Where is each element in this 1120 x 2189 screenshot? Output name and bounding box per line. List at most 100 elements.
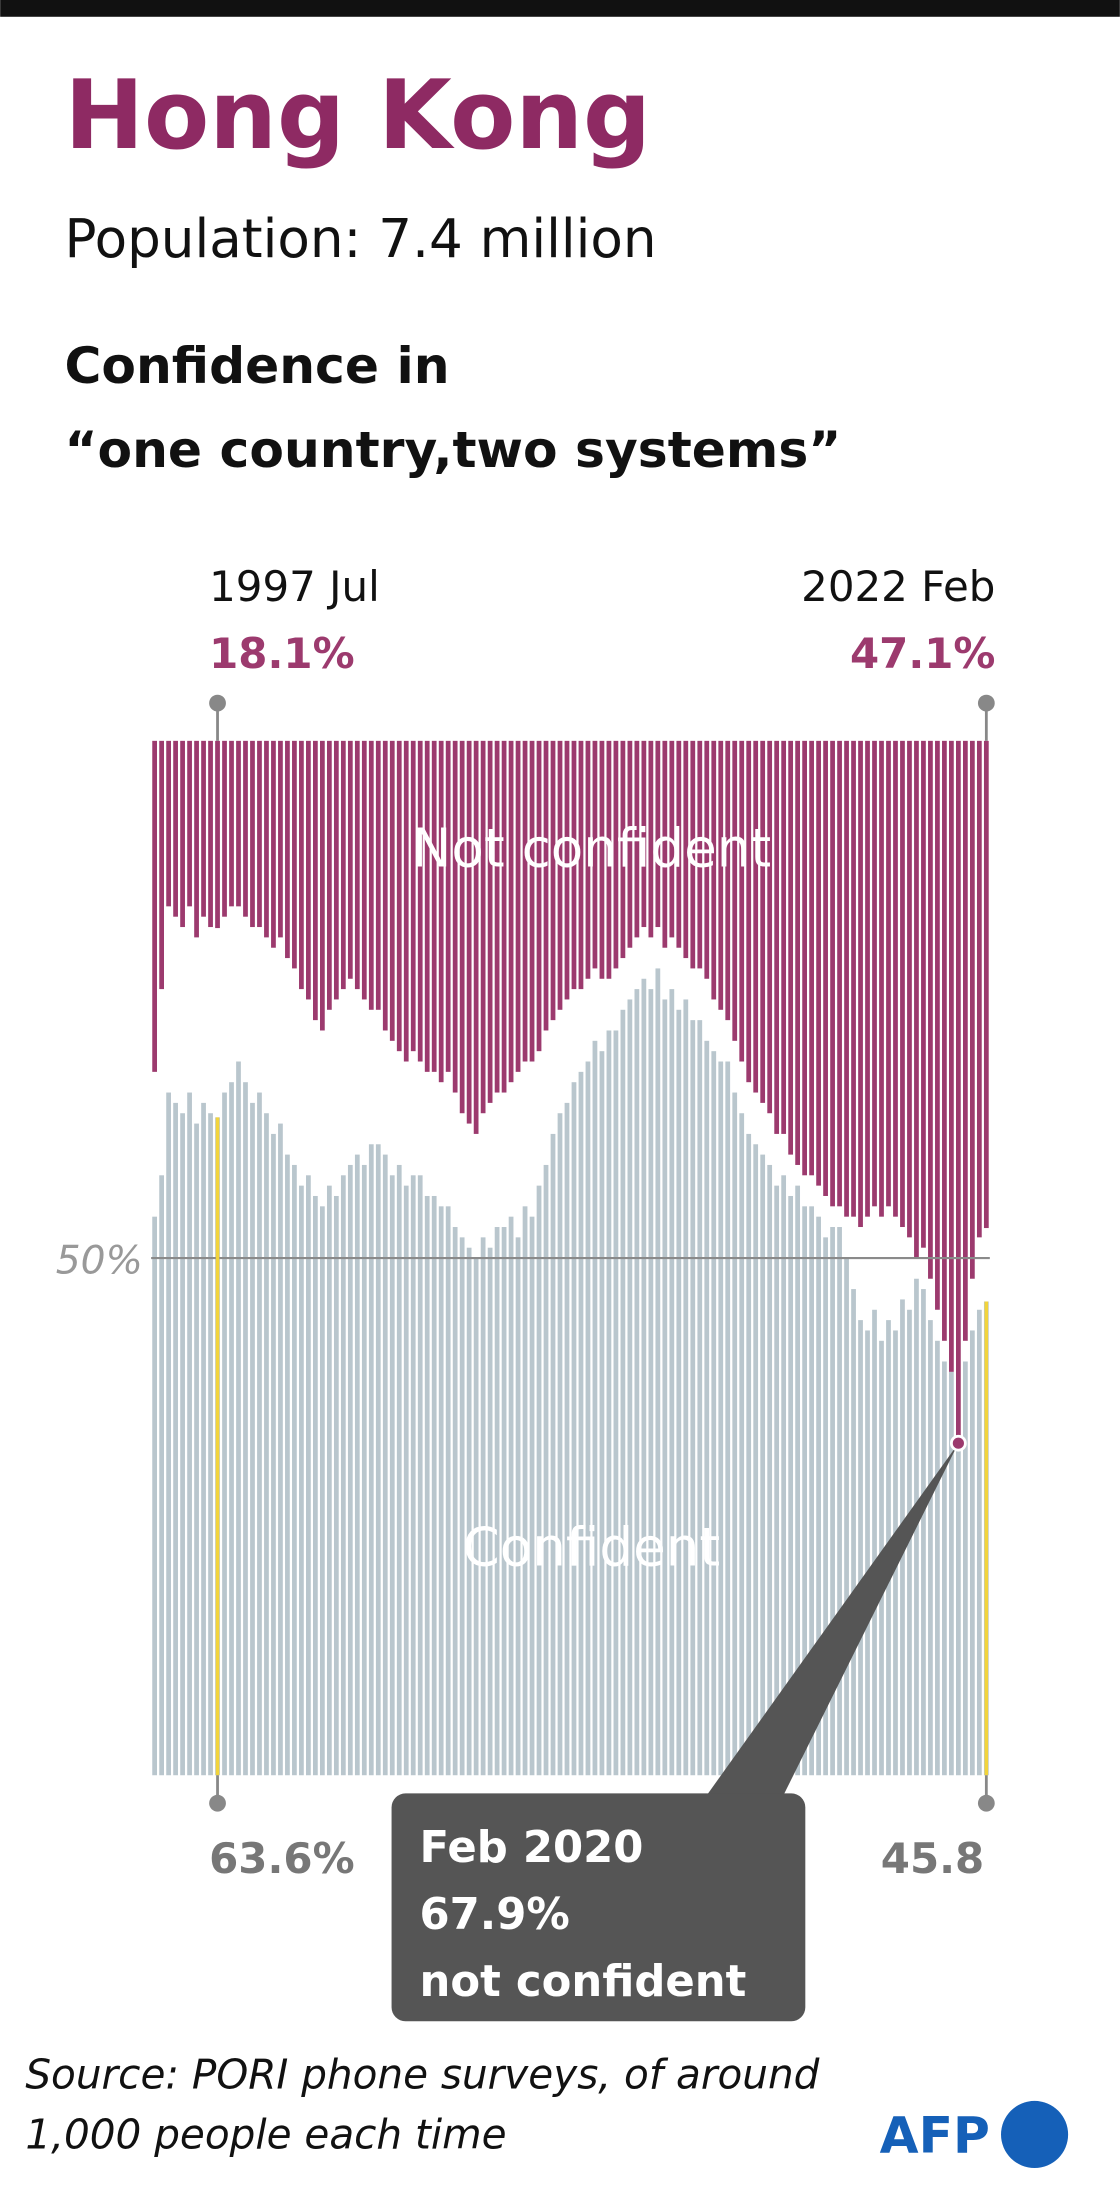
bar	[557, 740, 563, 1010]
leader-dot	[209, 1794, 226, 1812]
bar	[795, 1185, 801, 1776]
bar	[222, 1092, 227, 1776]
bar	[704, 1040, 710, 1776]
bar	[389, 740, 395, 1041]
bar	[962, 740, 968, 1341]
bar	[264, 1113, 269, 1776]
bar	[403, 1185, 409, 1776]
bar	[823, 1237, 828, 1776]
bar	[753, 1144, 759, 1776]
bar	[487, 1247, 493, 1776]
bar	[417, 740, 423, 1062]
bar	[976, 1309, 982, 1776]
callout-pointer	[706, 1443, 959, 1797]
bar	[313, 740, 318, 1021]
bar	[641, 978, 647, 1776]
bar	[389, 1175, 395, 1776]
bar	[928, 740, 933, 1279]
bar	[313, 1195, 318, 1776]
subtitle: Population: 7.4 million	[64, 208, 656, 270]
bar	[788, 740, 794, 1155]
bar	[250, 740, 255, 928]
leader-dot	[977, 1794, 995, 1812]
chart-heading: “one country,two systems”	[64, 420, 841, 479]
bar	[264, 740, 269, 938]
bar	[662, 999, 668, 1776]
bar	[571, 1082, 577, 1776]
bar	[774, 1185, 780, 1776]
bar	[354, 1154, 360, 1776]
bar	[529, 740, 535, 1062]
bar	[753, 740, 759, 1093]
bar	[976, 740, 982, 1238]
bar	[830, 1227, 835, 1776]
bar	[299, 1185, 304, 1776]
bar	[208, 1113, 213, 1776]
value-label: 47.1%	[850, 629, 995, 678]
bar	[201, 740, 206, 917]
bar	[292, 1164, 297, 1776]
bar	[872, 740, 877, 1207]
bar	[501, 740, 507, 1093]
bar	[718, 740, 724, 1010]
bar	[907, 740, 912, 1238]
bar	[865, 1330, 870, 1776]
bar	[969, 740, 975, 1279]
bar	[285, 1154, 290, 1776]
bar	[250, 1102, 255, 1776]
bar	[935, 740, 940, 1310]
bar	[711, 740, 717, 1000]
bar	[243, 740, 248, 917]
bar	[445, 740, 451, 1072]
bar	[452, 740, 458, 1093]
bar	[781, 1175, 787, 1776]
bar	[361, 740, 367, 1000]
bar	[452, 1227, 458, 1776]
bar	[956, 1444, 961, 1776]
bar	[480, 1237, 486, 1776]
bar	[403, 740, 409, 1062]
bar	[508, 1216, 514, 1776]
bar	[152, 1216, 158, 1776]
bar	[347, 1164, 353, 1776]
bar	[634, 989, 640, 1776]
bar	[823, 740, 828, 1196]
top-rule	[0, 0, 1120, 17]
bar	[487, 740, 493, 1103]
bar	[424, 1195, 430, 1776]
bar	[655, 968, 661, 1776]
bar	[340, 740, 346, 990]
bar	[536, 1185, 542, 1776]
bar	[410, 740, 416, 1052]
bar	[306, 1175, 311, 1776]
bar	[627, 740, 633, 948]
bar	[257, 740, 262, 928]
bar	[781, 740, 787, 1134]
bar	[718, 1061, 724, 1776]
bar	[830, 740, 835, 1207]
bar	[557, 1113, 563, 1776]
bar	[271, 740, 276, 948]
bar	[620, 740, 626, 959]
bar	[396, 1164, 402, 1776]
bar	[438, 740, 444, 1083]
bar	[585, 1061, 591, 1776]
bar	[347, 740, 353, 979]
logo-dot	[1001, 2100, 1069, 2169]
y-tick-label: 50%	[56, 1238, 143, 1283]
bar	[858, 1320, 863, 1776]
callout-text: not confident	[420, 1957, 747, 2007]
bar	[921, 1289, 926, 1776]
bar	[438, 1206, 444, 1776]
bar	[215, 740, 220, 929]
bar	[872, 1309, 877, 1776]
bar	[851, 1289, 856, 1776]
bar	[536, 740, 542, 1052]
bar	[326, 740, 332, 1010]
bar	[655, 740, 661, 928]
bar	[494, 740, 500, 1093]
bar	[921, 740, 926, 1248]
bar	[851, 740, 856, 1217]
bar	[466, 1247, 472, 1776]
